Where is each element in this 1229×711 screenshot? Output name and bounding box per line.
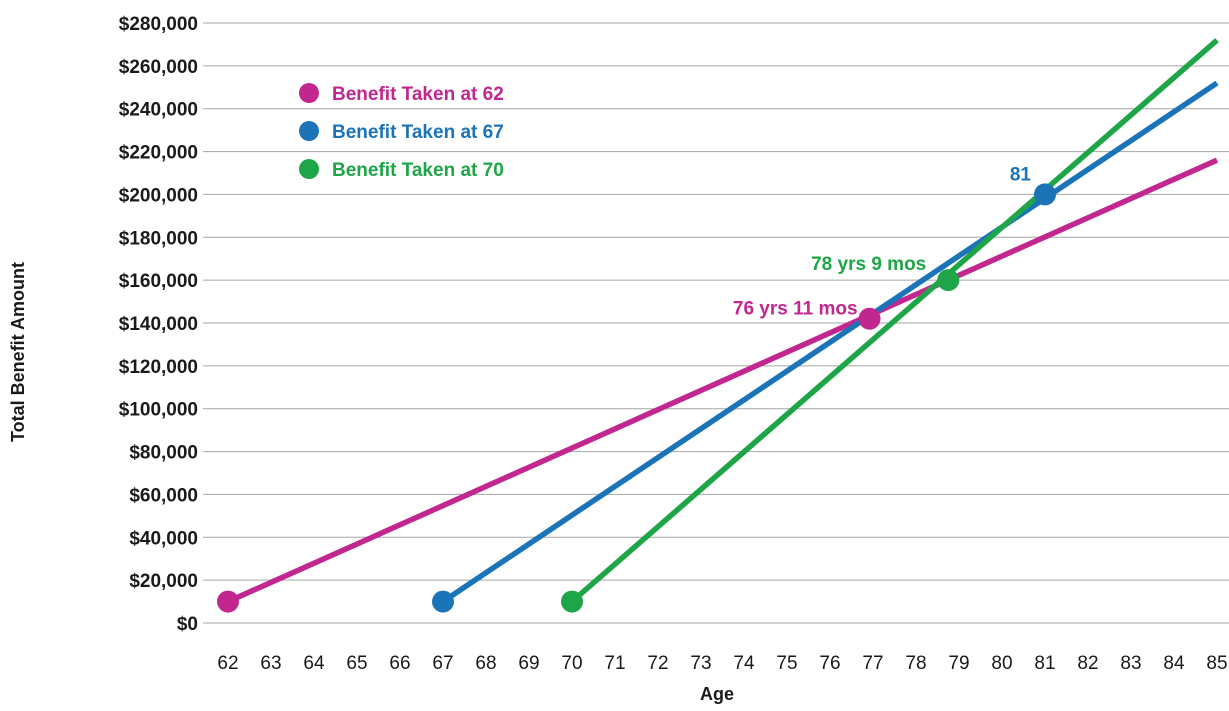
data-point-marker — [217, 590, 239, 613]
legend-label: Benefit Taken at 70 — [332, 160, 504, 181]
series-line — [441, 80, 1219, 604]
y-tick-label: $160,000 — [119, 271, 198, 292]
series-line — [226, 157, 1219, 605]
series-line — [570, 38, 1219, 604]
y-axis-title: Total Benefit Amount — [8, 262, 28, 442]
x-tick-labels: 62 63 64 65 66 67 68 69 70 71 72 73 74 75 76 77 78 79 80 81… — [217, 653, 1227, 674]
data-point-marker — [561, 590, 583, 613]
annotations: 76 yrs 11 mos 78 yrs 9 mos 81 — [733, 164, 1032, 319]
x-tick-label: 81 — [1034, 653, 1055, 674]
x-tick-label: 66 — [389, 653, 410, 674]
annotation-label: 78 yrs 9 mos — [811, 254, 926, 275]
x-axis-title: Age — [700, 684, 734, 704]
x-tick-label: 76 — [819, 653, 840, 674]
x-tick-label: 63 — [260, 653, 281, 674]
y-tick-label: $260,000 — [119, 57, 198, 78]
data-point-marker — [858, 307, 881, 330]
legend-label: Benefit Taken at 67 — [332, 122, 504, 143]
x-tick-label: 77 — [862, 653, 883, 674]
legend-marker — [299, 83, 319, 103]
grid-lines — [203, 22, 1229, 624]
x-tick-label: 83 — [1120, 653, 1141, 674]
x-tick-label: 82 — [1077, 653, 1098, 674]
y-tick-label: $100,000 — [119, 400, 198, 421]
x-tick-label: 74 — [733, 653, 755, 674]
y-tick-label: $120,000 — [119, 357, 198, 378]
x-tick-label: 78 — [905, 653, 926, 674]
x-tick-label: 71 — [604, 653, 625, 674]
x-tick-label: 65 — [346, 653, 367, 674]
x-tick-label: 79 — [948, 653, 969, 674]
series-markers — [217, 183, 1056, 613]
y-tick-label: $220,000 — [119, 143, 198, 164]
series-lines — [226, 38, 1219, 605]
x-tick-label: 73 — [690, 653, 711, 674]
x-tick-label: 72 — [647, 653, 668, 674]
y-tick-labels: $0 $20,000 $40,000 $60,000 $80,000 $100,000 $1… — [119, 14, 198, 635]
y-tick-label: $240,000 — [119, 100, 198, 121]
legend-marker — [299, 159, 319, 179]
data-point-marker — [937, 269, 960, 292]
legend: Benefit Taken at 62 Benefit Taken at 67 Be… — [299, 83, 504, 181]
annotation-label: 81 — [1010, 164, 1032, 185]
x-tick-label: 62 — [217, 653, 238, 674]
x-tick-label: 69 — [518, 653, 539, 674]
data-point-marker — [1034, 183, 1056, 206]
x-tick-label: 68 — [475, 653, 496, 674]
y-tick-label: $0 — [177, 614, 198, 635]
y-tick-label: $80,000 — [129, 443, 198, 464]
data-point-marker — [432, 590, 454, 613]
y-tick-label: $20,000 — [129, 571, 198, 592]
x-tick-label: 75 — [776, 653, 797, 674]
x-tick-label: 70 — [561, 653, 582, 674]
y-tick-label: $200,000 — [119, 185, 198, 206]
x-tick-label: 85 — [1206, 653, 1227, 674]
y-tick-label: $40,000 — [129, 528, 198, 549]
legend-label: Benefit Taken at 62 — [332, 84, 504, 105]
y-tick-label: $140,000 — [119, 314, 198, 335]
annotation-label: 76 yrs 11 mos — [733, 299, 858, 320]
y-tick-label: $180,000 — [119, 228, 198, 249]
y-tick-label: $280,000 — [119, 14, 198, 35]
x-tick-label: 67 — [432, 653, 453, 674]
x-tick-label: 84 — [1163, 653, 1185, 674]
y-tick-label: $60,000 — [129, 485, 198, 506]
legend-marker — [299, 121, 319, 141]
x-tick-label: 64 — [303, 653, 325, 674]
x-tick-label: 80 — [991, 653, 1012, 674]
